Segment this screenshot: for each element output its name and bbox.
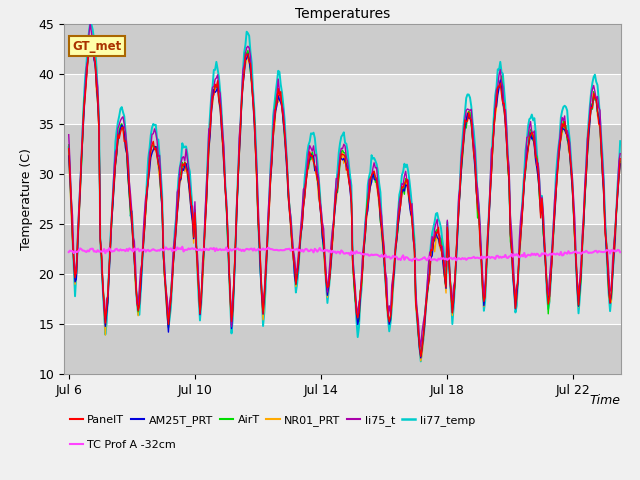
Title: Temperatures: Temperatures: [295, 8, 390, 22]
Bar: [64, 324, 621, 374]
Bar: [64, 74, 621, 124]
Bar: [64, 224, 621, 274]
Bar: [64, 174, 621, 224]
Bar: [64, 124, 621, 174]
Legend: TC Prof A -32cm: TC Prof A -32cm: [70, 440, 176, 450]
Bar: [64, 24, 621, 74]
Bar: [64, 274, 621, 324]
Y-axis label: Temperature (C): Temperature (C): [20, 148, 33, 250]
Text: GT_met: GT_met: [72, 40, 122, 53]
Text: Time: Time: [590, 394, 621, 407]
